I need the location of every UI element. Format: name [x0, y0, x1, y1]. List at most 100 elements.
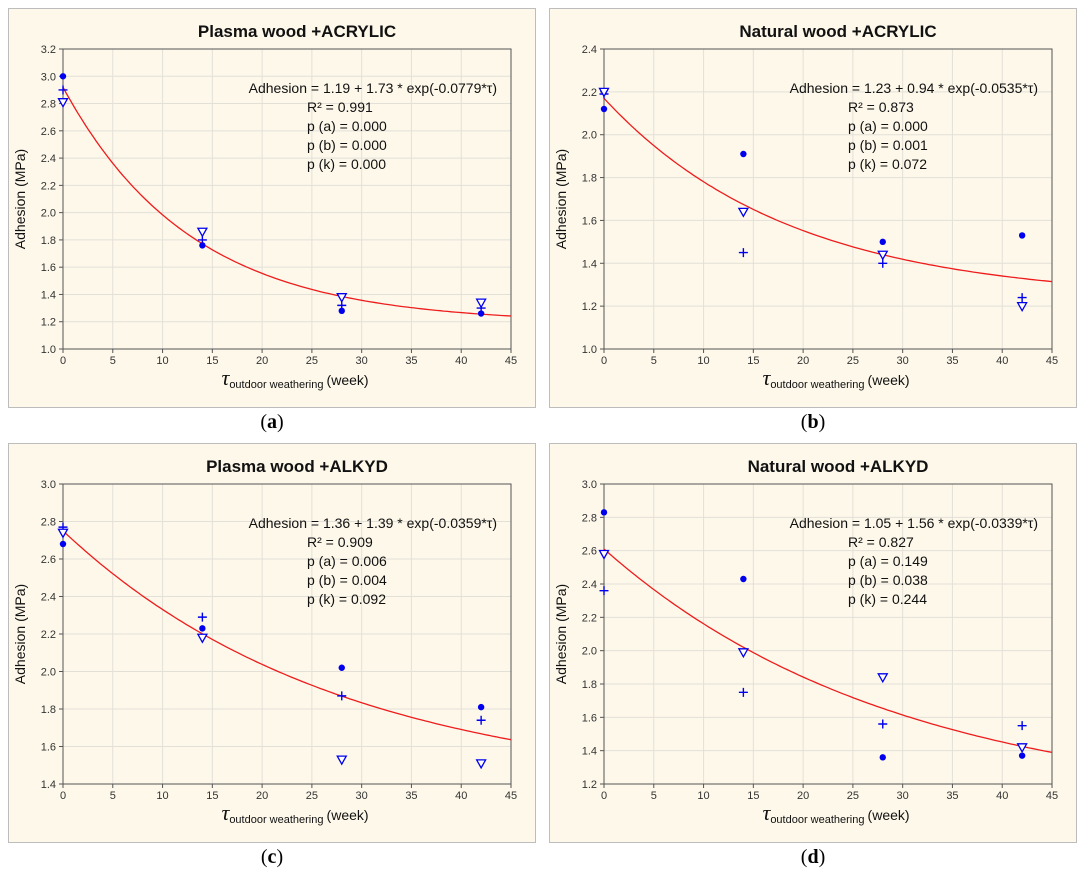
- data-point-triangle: [598, 549, 610, 560]
- chart-panel-d: Natural wood +ALKYD 0 5 10 15 20 25 30 35 40 45 1.2…: [549, 443, 1077, 843]
- y-tick-label: 1.4: [582, 746, 597, 758]
- data-point-triangle: [598, 87, 610, 98]
- y-axis-label: Adhesion (MPa): [12, 149, 28, 249]
- data-point-dot: [338, 664, 345, 671]
- chart-a-svg: Plasma wood +ACRYLIC 0 5 10 15 20 25 30 35 40 45 1.…: [12, 22, 517, 391]
- y-tick-label: 3.2: [41, 44, 56, 56]
- x-tick-label: 0: [60, 790, 66, 802]
- y-tick-label: 1.2: [41, 317, 56, 329]
- x-axis-subscript: outdoor weathering: [229, 814, 326, 826]
- fit-stat: R² = 0.873: [848, 99, 914, 115]
- x-axis-symbol: τ: [221, 365, 230, 390]
- x-tick-label: 20: [797, 355, 809, 367]
- data-point-plus: [738, 687, 748, 697]
- x-tick-label: 15: [747, 355, 759, 367]
- fit-curve: [603, 548, 1053, 754]
- y-tick-label: 2.8: [41, 517, 56, 529]
- caption-a-letter: a: [267, 411, 277, 433]
- chart-title: Plasma wood +ALKYD: [206, 457, 388, 476]
- y-tick-label: 3.0: [41, 479, 56, 491]
- caption-d: (d): [800, 846, 826, 868]
- fit-stat: p (a) = 0.000: [848, 118, 928, 134]
- data-point-dot: [477, 310, 485, 317]
- x-tick-label: 0: [601, 790, 607, 802]
- y-tick-label: 2.2: [41, 629, 56, 641]
- fit-stat: p (k) = 0.092: [307, 591, 386, 607]
- data-point-triangle: [1016, 301, 1028, 312]
- fit-curve: [62, 86, 512, 317]
- fit-equation: Adhesion = 1.05 + 1.56 * exp(-0.0339*τ): [790, 515, 1038, 531]
- y-tick-label: 2.6: [582, 546, 597, 558]
- fit-stat: p (b) = 0.000: [307, 137, 387, 153]
- x-axis-subscript: outdoor weathering: [770, 814, 867, 826]
- x-axis-symbol: τ: [762, 800, 771, 825]
- x-tick-label: 5: [110, 790, 116, 802]
- data-point-dot: [600, 509, 608, 516]
- fit-curve: [62, 530, 512, 741]
- x-tick-label: 35: [946, 790, 958, 802]
- caption-a: (a): [260, 411, 284, 433]
- x-tick-label: 30: [897, 355, 909, 367]
- x-axis-unit: (week): [327, 807, 369, 823]
- data-point-dot: [477, 703, 485, 711]
- x-tick-label: 10: [697, 790, 709, 802]
- y-tick-label: 2.0: [41, 667, 56, 679]
- fit-equation: Adhesion = 1.23 + 0.94 * exp(-0.0535*τ): [790, 80, 1038, 96]
- x-tick-label: 20: [256, 355, 268, 367]
- data-point-dot: [199, 625, 206, 632]
- data-point-plus: [197, 612, 207, 622]
- x-tick-label: 5: [110, 355, 116, 367]
- x-tick-label: 10: [697, 355, 709, 367]
- fit-annotation: Adhesion = 1.05 + 1.56 * exp(-0.0339*τ) R…: [790, 515, 1038, 607]
- y-tick-label: 1.8: [582, 679, 597, 691]
- y-tick-label: 2.6: [41, 554, 56, 566]
- fit-stat: p (b) = 0.038: [848, 572, 928, 588]
- x-tick-label: 40: [996, 790, 1008, 802]
- x-tick-label: 15: [747, 790, 759, 802]
- caption-c: (c): [260, 846, 284, 868]
- fit-stat: p (b) = 0.001: [848, 137, 928, 153]
- x-tick-label: 45: [1046, 355, 1058, 367]
- caption-d-letter: d: [807, 846, 819, 868]
- y-tick-label: 2.6: [41, 126, 56, 138]
- fit-curve: [603, 97, 1053, 283]
- y-tick-label: 1.4: [41, 289, 56, 301]
- y-tick-label: 2.4: [41, 592, 56, 604]
- y-tick-label: 1.4: [582, 258, 597, 270]
- data-point-dot: [59, 540, 67, 548]
- data-point-dot: [600, 105, 608, 113]
- x-tick-label: 45: [505, 355, 517, 367]
- fit-stat: p (b) = 0.004: [307, 572, 387, 588]
- y-tick-label: 1.2: [582, 779, 597, 791]
- fit-stat: p (k) = 0.072: [848, 156, 927, 172]
- fit-annotation: Adhesion = 1.23 + 0.94 * exp(-0.0535*τ) R…: [790, 80, 1038, 172]
- y-axis-label: Adhesion (MPa): [12, 584, 28, 684]
- data-point-triangle: [336, 293, 348, 304]
- y-axis-label: Adhesion (MPa): [553, 584, 569, 684]
- chart-title: Plasma wood +ACRYLIC: [198, 22, 396, 41]
- fit-equation: Adhesion = 1.36 + 1.39 * exp(-0.0359*τ): [249, 515, 497, 531]
- plot-frame: [62, 48, 512, 350]
- y-tick-label: 2.2: [582, 87, 597, 99]
- data-point-triangle: [737, 648, 749, 659]
- y-tick-label: 2.8: [582, 512, 597, 524]
- data-point-triangle: [877, 250, 889, 261]
- x-tick-label: 5: [651, 355, 657, 367]
- data-point-triangle: [57, 98, 69, 109]
- x-axis-unit: (week): [868, 372, 910, 388]
- x-tick-label: 25: [306, 790, 318, 802]
- fit-stat: p (a) = 0.149: [848, 553, 928, 569]
- data-point-triangle: [737, 207, 749, 218]
- y-tick-label: 1.6: [582, 712, 597, 724]
- y-tick-label: 3.0: [41, 71, 56, 83]
- data-point-dot: [740, 150, 747, 158]
- x-axis-label: τoutdoor weathering (week): [221, 365, 368, 391]
- chart-panel-a: Plasma wood +ACRYLIC 0 5 10 15 20 25 30 35 40 45 1.…: [8, 8, 536, 408]
- x-tick-label: 25: [306, 355, 318, 367]
- y-tick-label: 1.8: [582, 173, 597, 185]
- data-point-dot: [338, 307, 345, 315]
- plot-frame: [603, 48, 1053, 350]
- data-point-dot: [740, 575, 747, 583]
- y-tick-label: 1.2: [582, 301, 597, 313]
- x-tick-label: 10: [156, 790, 168, 802]
